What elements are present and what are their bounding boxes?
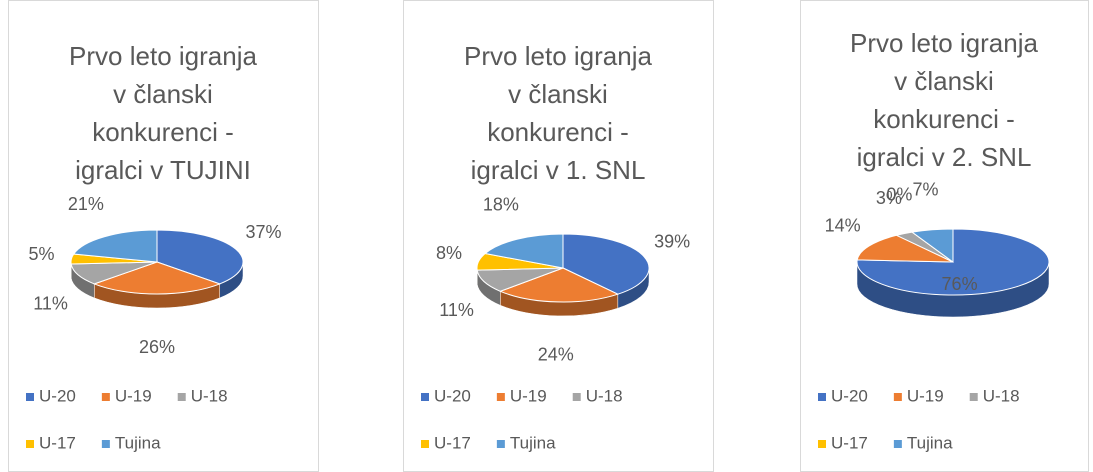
chart-title: Prvo leto igranja [850,28,1038,58]
legend-swatch [177,393,186,401]
chart-title: v članski [113,79,213,109]
legend-label: U-18 [586,386,623,405]
slice [156,229,244,285]
legend-label: U-20 [434,386,471,405]
legend-swatch [496,393,505,401]
legend-label: U-19 [115,386,152,405]
legend-label: Tujina [115,433,161,452]
legend-swatch [893,393,902,401]
legend-label: U-19 [907,386,944,405]
data-label: 14% [825,216,861,236]
slice [562,233,650,295]
legend-label: U-17 [831,433,868,452]
data-label: 7% [913,180,939,200]
chart-title: konkurenci - [92,117,234,147]
data-label: 39% [654,232,690,252]
legend-label: U-19 [510,386,547,405]
legend-swatch [421,440,429,448]
slice [910,228,954,263]
legend-swatch [969,393,978,401]
slice [484,233,564,269]
legend-swatch [101,393,110,401]
chart-title: Prvo leto igranja [464,41,652,71]
chart-title: v članski [894,66,994,96]
legend-label: U-18 [191,386,228,405]
slice [856,228,1050,296]
chart-title: igralci v TUJINI [75,155,251,185]
data-label: 37% [245,222,281,242]
legend-label: U-18 [983,386,1020,405]
chart-title: konkurenci - [487,117,629,147]
legend-label: U-17 [434,433,471,452]
data-label: 8% [436,243,462,263]
legend-label: Tujina [510,433,556,452]
legend-swatch [572,393,581,401]
legend-label: U-20 [39,386,76,405]
legend-swatch [496,440,505,448]
data-label: 21% [68,194,104,214]
data-label: 3% [876,188,902,208]
chart-title: igralci v 2. SNL [857,142,1032,172]
legend-swatch [893,440,902,448]
data-label: 24% [538,345,574,365]
data-label: 26% [139,337,175,357]
slice [856,234,954,263]
data-label: 11% [439,300,474,320]
data-label: 18% [483,194,519,214]
data-label: 5% [29,244,55,264]
legend-swatch [818,440,826,448]
chart-title: konkurenci - [873,104,1015,134]
legend-swatch [818,393,826,401]
slice [498,267,620,303]
chart-title: igralci v 1. SNL [471,155,646,185]
chart-title: Prvo leto igranja [69,41,257,71]
legend-label: Tujina [907,433,953,452]
data-label: 76% [942,274,978,294]
legend-swatch [26,440,34,448]
legend-swatch [26,393,34,401]
slice [72,229,158,263]
data-label: 0% [886,185,912,205]
legend-swatch [421,393,429,401]
chart-title: v članski [508,79,608,109]
legend-swatch [101,440,110,448]
legend-label: U-17 [39,433,76,452]
slice [92,261,222,295]
legend-label: U-20 [831,386,868,405]
data-label: 11% [33,293,68,313]
